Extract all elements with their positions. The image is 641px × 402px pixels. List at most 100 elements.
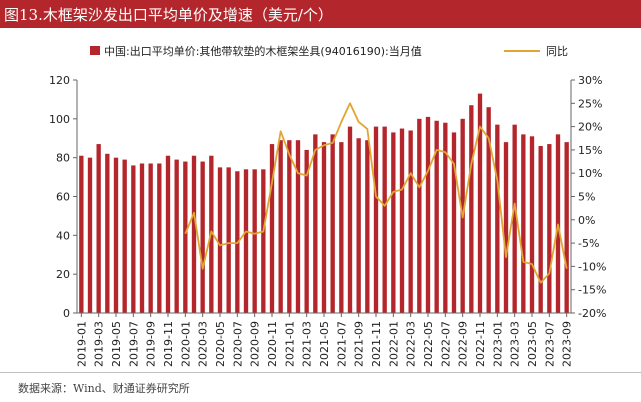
right-tick-label: 25% (578, 97, 602, 110)
bar (157, 163, 162, 313)
bar (217, 167, 223, 313)
bar (295, 140, 301, 313)
x-tick-label: 2022-01 (387, 321, 400, 367)
bar (477, 93, 483, 313)
bar (417, 118, 422, 313)
legend-bar-label: 中国:出口平均单价:其他带软垫的木框架坐具(94016190):当月值 (104, 44, 422, 58)
bar (529, 136, 535, 313)
bar (425, 116, 431, 314)
bar (547, 144, 552, 313)
bar (131, 165, 136, 313)
right-tick-label: 0% (578, 214, 595, 227)
bar (174, 159, 179, 313)
x-tick-label: 2022-05 (422, 321, 435, 367)
bar (165, 155, 171, 313)
left-tick-label: 40 (56, 229, 70, 242)
x-tick-label: 2022-09 (457, 321, 470, 367)
bar (304, 149, 309, 313)
x-tick-label: 2021-07 (335, 321, 348, 367)
bar (252, 169, 257, 313)
right-tick-label: -15% (578, 284, 606, 297)
bar (382, 126, 387, 313)
bar (521, 134, 526, 313)
footer-divider (0, 372, 641, 373)
bar (287, 140, 292, 313)
right-tick-label: 20% (578, 121, 602, 134)
right-tick-label: -5% (578, 237, 599, 250)
bar (373, 126, 379, 313)
yoy-line (184, 102, 568, 284)
bar (79, 155, 84, 313)
x-tick-label: 2021-01 (283, 321, 296, 367)
left-tick-label: 0 (63, 307, 70, 320)
bar (503, 142, 509, 313)
bar (495, 124, 500, 314)
source-note: 数据来源：Wind、财通证券研究所 (18, 382, 190, 395)
bar (443, 122, 448, 313)
right-tick-label: 5% (578, 191, 595, 204)
bar (321, 142, 327, 313)
left-tick-label: 20 (56, 268, 70, 281)
left-tick-label: 100 (49, 113, 70, 126)
bar (269, 144, 275, 313)
x-tick-label: 2022-07 (439, 321, 452, 367)
x-tick-label: 2022-11 (474, 321, 487, 367)
bar (391, 132, 396, 313)
x-tick-label: 2019-01 (75, 321, 88, 367)
right-tick-label: -10% (578, 260, 606, 273)
bar (512, 124, 517, 314)
bar (113, 157, 119, 313)
bar (469, 105, 474, 313)
bar (365, 140, 370, 313)
bar (183, 161, 188, 313)
left-tick-label: 60 (56, 191, 70, 204)
right-tick-label: -20% (578, 307, 606, 320)
bar (538, 146, 543, 313)
bar (200, 161, 205, 313)
x-tick-label: 2023-01 (491, 321, 504, 367)
bar (105, 153, 110, 313)
x-tick-label: 2023-09 (561, 321, 574, 367)
left-tick-label: 80 (56, 152, 70, 165)
legend-line-label: 同比 (546, 45, 568, 58)
title-bar: 图13.木框架沙发出口平均单价及增速（美元/个） (0, 0, 641, 28)
bar (486, 107, 491, 313)
x-tick-label: 2020-01 (179, 321, 192, 367)
x-tick-label: 2021-09 (353, 321, 366, 367)
x-tick-label: 2023-05 (526, 321, 539, 367)
bar (339, 142, 344, 313)
x-tick-label: 2019-07 (127, 321, 140, 367)
x-tick-label: 2019-05 (110, 321, 123, 367)
x-tick-label: 2021-05 (318, 321, 331, 367)
bar (347, 126, 353, 313)
right-tick-label: 30% (578, 74, 602, 87)
x-tick-label: 2019-11 (162, 321, 175, 367)
bar (96, 144, 101, 313)
bar (408, 130, 413, 313)
left-tick-label: 120 (49, 74, 70, 87)
x-tick-label: 2022-03 (405, 321, 418, 367)
chart-title: 图13.木框架沙发出口平均单价及增速（美元/个） (4, 6, 333, 24)
x-tick-label: 2020-03 (197, 321, 210, 367)
bar (139, 163, 145, 313)
x-tick-label: 2020-09 (249, 321, 262, 367)
bar (191, 155, 197, 313)
bar (399, 128, 405, 313)
x-tick-label: 2019-09 (145, 321, 158, 367)
bar (356, 138, 361, 313)
x-tick-label: 2021-03 (301, 321, 314, 367)
bar (451, 132, 457, 313)
right-tick-label: 15% (578, 144, 602, 157)
bar (564, 142, 569, 313)
bar (243, 169, 249, 313)
x-tick-label: 2020-07 (231, 321, 244, 367)
x-tick-label: 2020-11 (266, 321, 279, 367)
bar (434, 120, 439, 314)
x-tick-label: 2020-05 (214, 321, 227, 367)
bar (226, 167, 231, 313)
bar (313, 134, 318, 313)
x-tick-label: 2023-03 (509, 321, 522, 367)
x-tick-label: 2023-07 (543, 321, 556, 367)
bar (122, 159, 127, 313)
